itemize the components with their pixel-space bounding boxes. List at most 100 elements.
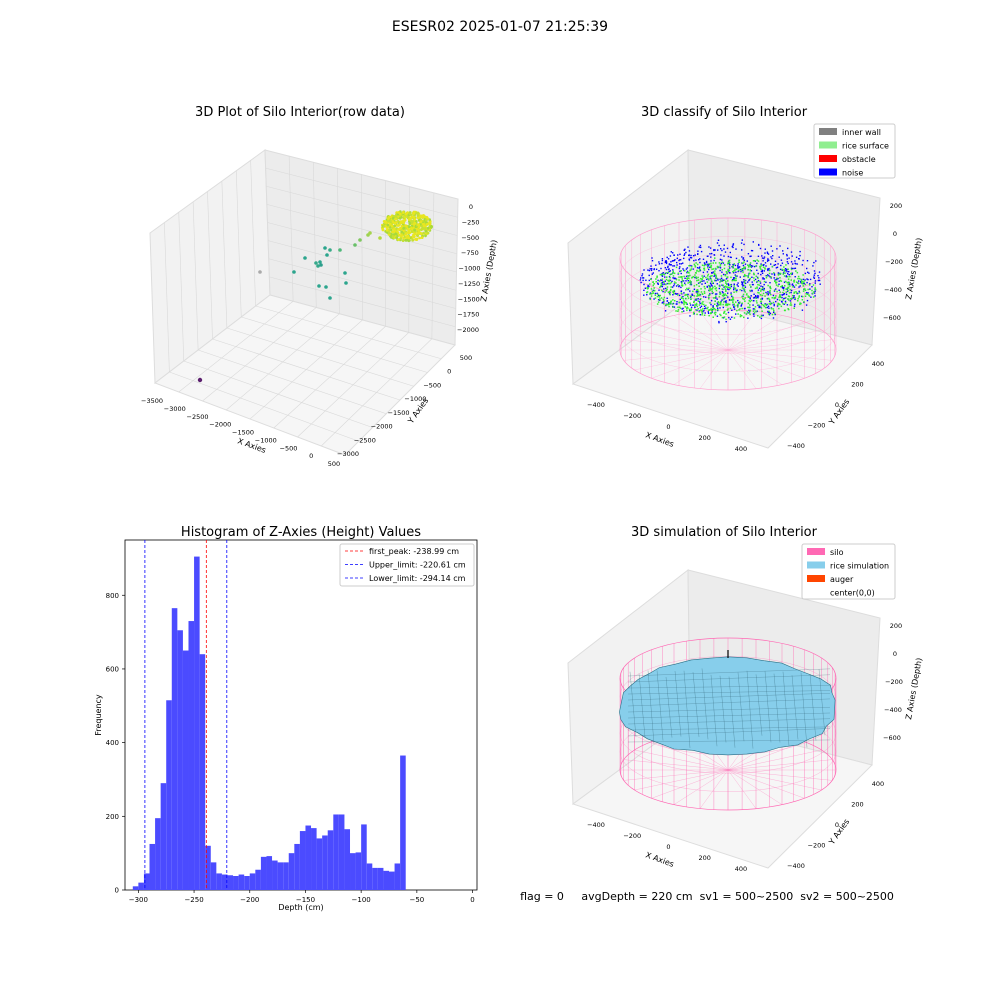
rice-surface-point [690,298,692,300]
noise-point [741,303,743,305]
noise-point [730,256,732,259]
noise-point [701,280,703,282]
rice-surface-point [801,299,804,301]
noise-point [721,299,723,301]
noise-point [718,266,720,268]
noise-point [761,272,764,274]
noise-point [676,301,678,303]
rice-surface-point [698,282,701,284]
rice-surface-point [788,281,791,284]
noise-point [705,307,707,309]
noise-point [806,278,808,280]
rice-surface-point [659,286,661,289]
noise-point [723,279,725,281]
noise-point [664,267,667,269]
rice-surface-point [747,276,749,278]
rice-surface-point [703,285,706,288]
noise-point [689,315,691,317]
rice-surface-point [714,257,716,259]
rice-surface-point [716,277,718,280]
legend-swatch [807,561,825,569]
noise-point [718,322,720,324]
noise-point [668,293,671,295]
noise-point [758,287,761,289]
histogram-bar [244,876,250,890]
rice-surface-point [720,303,722,306]
raw-grid [164,156,458,447]
raw-cluster-point [422,214,425,217]
rice-surface-point [667,279,669,282]
rice-surface-point [732,266,734,269]
noise-point [683,254,685,256]
rice-surface-point [713,272,715,274]
rice-surface-point [680,292,683,294]
noise-point [688,259,691,261]
noise-point [707,311,709,313]
noise-point [730,292,732,294]
rice-surface-point [675,282,677,284]
rice-surface-point [675,310,677,312]
noise-point [793,267,795,270]
noise-point [818,279,821,282]
noise-point [813,276,815,278]
raw-cluster-point [411,238,415,242]
rice-surface-point [735,268,738,271]
rice-surface-point [710,308,712,311]
rice-surface-point [742,293,745,296]
noise-point [801,264,804,266]
noise-point [781,262,784,264]
noise-point [767,258,769,260]
rice-surface-point [786,281,788,284]
noise-point [733,288,735,291]
noise-point [751,265,754,267]
noise-point [733,287,735,289]
histogram-bar [149,843,156,890]
noise-point [734,274,736,276]
rice-surface-point [735,301,737,303]
noise-point [670,303,672,305]
noise-point [761,257,764,259]
rice-surface-point [787,282,790,284]
simulation-x-tick-label: −200 [623,832,641,840]
rice-surface-point [698,270,700,273]
noise-point [767,310,769,313]
raw-cluster-point [417,228,420,232]
rice-surface-point [696,279,698,282]
rice-surface-point [760,265,762,267]
raw-x-tick-label: −1000 [255,436,277,444]
rice-surface-point [709,302,711,304]
rice-surface-point [650,295,653,297]
rice-surface-point [732,265,734,267]
noise-point [690,306,693,309]
rice-surface-point [656,276,658,279]
noise-point [750,249,753,252]
raw-cluster-point [386,223,390,227]
noise-point [727,255,730,258]
rice-surface-point [721,316,724,319]
noise-point [711,252,713,255]
raw-cluster-point [394,215,398,219]
rice-surface-point [754,306,757,308]
noise-point [707,265,709,267]
rice-surface-point [707,273,710,276]
noise-point [728,262,730,265]
raw-cluster-point [391,217,395,220]
raw-cluster-point [390,224,394,228]
rice-surface-point [688,308,691,311]
noise-point [785,293,788,296]
rice-surface-point [789,298,792,300]
rice-surface-point [740,269,743,271]
rice-surface-point [660,274,663,276]
rice-surface-point [706,307,708,310]
rice-surface-point [719,263,722,266]
noise-point [759,247,762,250]
raw-z-tick-label: −1250 [458,280,480,288]
rice-surface-point [694,303,696,306]
rice-surface-point [687,295,689,298]
noise-point [685,268,688,270]
rice-surface-point [684,306,686,308]
rice-surface-point [687,282,689,284]
rice-surface-point [760,290,762,292]
histogram-title: Histogram of Z-Axies (Height) Values [181,525,421,540]
noise-point [670,251,672,253]
